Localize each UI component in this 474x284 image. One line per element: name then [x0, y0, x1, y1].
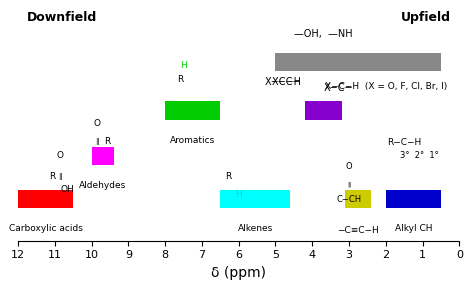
Text: X−C−: X−C−: [323, 83, 353, 93]
Text: Alkenes: Alkenes: [237, 224, 273, 233]
Text: R: R: [49, 172, 55, 181]
Text: Aromatics: Aromatics: [170, 136, 215, 145]
Text: Downfield: Downfield: [27, 11, 97, 24]
Text: O: O: [346, 162, 352, 171]
FancyBboxPatch shape: [220, 189, 290, 208]
Text: H: H: [236, 189, 242, 199]
FancyBboxPatch shape: [165, 101, 220, 120]
Text: Carboxylic acids: Carboxylic acids: [9, 224, 82, 233]
Text: X−C−: X−C−: [272, 78, 301, 87]
FancyBboxPatch shape: [346, 189, 371, 208]
Text: O: O: [94, 119, 100, 128]
Text: H: H: [180, 61, 187, 70]
Text: ||: ||: [347, 181, 351, 187]
FancyBboxPatch shape: [91, 147, 114, 165]
FancyBboxPatch shape: [305, 101, 342, 120]
Text: R−C−H: R−C−H: [387, 137, 421, 147]
Text: C−CH: C−CH: [337, 195, 362, 204]
Text: OH: OH: [60, 185, 74, 194]
Text: −C≡C−H: −C≡C−H: [337, 226, 379, 235]
Text: X−C−H  (X = O, F, Cl, Br, I): X−C−H (X = O, F, Cl, Br, I): [325, 82, 447, 91]
Text: R: R: [177, 75, 183, 84]
Text: Alkyl CH: Alkyl CH: [395, 224, 432, 233]
Text: O: O: [57, 151, 64, 160]
X-axis label: δ (ppm): δ (ppm): [211, 266, 266, 280]
FancyBboxPatch shape: [18, 189, 73, 208]
FancyBboxPatch shape: [275, 53, 441, 71]
Text: H: H: [94, 152, 100, 161]
FancyBboxPatch shape: [386, 189, 441, 208]
Text: R: R: [104, 137, 110, 146]
Text: 3°  2°  1°: 3° 2° 1°: [400, 151, 438, 160]
Text: —OH,  —NH: —OH, —NH: [294, 29, 353, 39]
Text: ||: ||: [58, 173, 63, 179]
Text: Upfield: Upfield: [401, 11, 450, 24]
Text: R: R: [225, 172, 231, 181]
Text: X−C−H: X−C−H: [264, 78, 301, 87]
Text: ||: ||: [95, 138, 100, 145]
Text: Aldehydes: Aldehydes: [79, 181, 127, 191]
